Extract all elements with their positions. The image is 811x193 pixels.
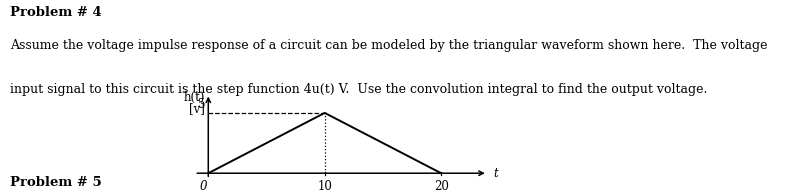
Text: 10: 10 xyxy=(317,180,332,193)
Text: 0: 0 xyxy=(200,180,207,193)
Text: Problem # 5: Problem # 5 xyxy=(10,176,101,189)
Text: Problem # 4: Problem # 4 xyxy=(10,6,101,19)
Text: input signal to this circuit is the step function 4u(t) V.  Use the convolution : input signal to this circuit is the step… xyxy=(10,83,706,96)
Text: t: t xyxy=(493,167,498,180)
Text: h(t): h(t) xyxy=(183,91,204,104)
Text: 5: 5 xyxy=(198,98,206,111)
Text: Assume the voltage impulse response of a circuit can be modeled by the triangula: Assume the voltage impulse response of a… xyxy=(10,39,766,52)
Text: 20: 20 xyxy=(433,180,448,193)
Text: [v]: [v] xyxy=(189,102,204,115)
